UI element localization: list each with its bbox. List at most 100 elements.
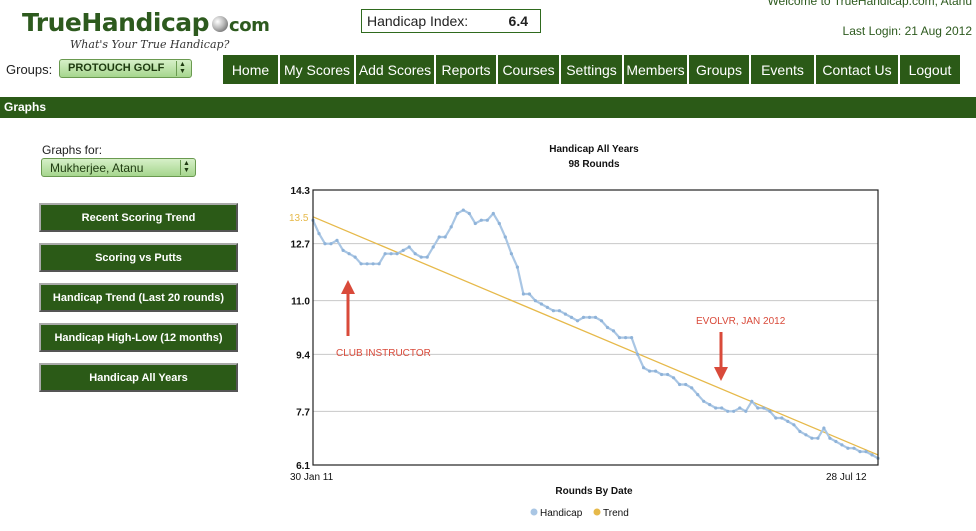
handicap-point	[557, 309, 561, 313]
handicap-point	[395, 252, 399, 256]
groups-label: Groups:	[6, 62, 53, 77]
nav-my-scores[interactable]: My Scores	[280, 55, 354, 84]
nav-home[interactable]: Home	[223, 55, 278, 84]
handicap-point	[714, 406, 718, 410]
handicap-point	[593, 315, 598, 319]
logo-tagline: What's Your True Handicap?	[70, 38, 230, 51]
handicap-chart: Handicap All Years 98 Rounds 14.3 12.7 11.…	[289, 144, 880, 519]
handicap-trend-last20-button[interactable]: Handicap Trend (Last 20 rounds)	[39, 283, 238, 312]
plot-area-frame	[312, 189, 879, 466]
handicap-point	[443, 235, 447, 239]
handicap-point	[473, 221, 477, 226]
section-title-bar: Graphs	[0, 97, 976, 118]
handicap-point	[768, 409, 772, 413]
handicap-point	[846, 446, 850, 450]
handicap-point	[804, 433, 808, 437]
handicap-point	[696, 393, 700, 397]
handicap-point	[329, 242, 333, 246]
handicap-line	[311, 208, 879, 460]
handicap-point	[798, 429, 802, 434]
handicap-point	[858, 450, 862, 454]
handicap-point	[816, 436, 820, 440]
handicap-point	[365, 262, 369, 266]
site-logo[interactable]: TrueHandicap com What's Your True Handica…	[22, 8, 270, 51]
handicap-point	[605, 325, 610, 330]
handicap-point	[371, 262, 375, 266]
chart-subtitle: 98 Rounds	[568, 159, 620, 170]
handicap-point	[533, 299, 537, 303]
handicap-point	[828, 436, 832, 440]
handicap-point	[521, 292, 525, 296]
legend-handicap-swatch	[530, 508, 538, 516]
handicap-point	[503, 235, 507, 239]
handicap-point	[642, 366, 646, 370]
trend-series	[312, 216, 879, 456]
nav-logout[interactable]: Logout	[900, 55, 960, 84]
handicap-point	[419, 255, 423, 259]
handicap-point	[624, 336, 628, 340]
handicap-point	[461, 208, 465, 212]
handicap-point	[870, 453, 874, 457]
nav-settings[interactable]: Settings	[561, 55, 622, 84]
handicap-point	[425, 255, 429, 259]
nav-events[interactable]: Events	[751, 55, 814, 84]
legend-trend-swatch	[593, 508, 601, 516]
y-tick-label: 9.4	[296, 350, 310, 361]
x-axis-label: Rounds By Date	[555, 486, 633, 497]
handicap-point	[720, 406, 724, 410]
handicap-high-low-button[interactable]: Handicap High-Low (12 months)	[39, 323, 238, 352]
handicap-all-years-button[interactable]: Handicap All Years	[39, 363, 238, 392]
handicap-point	[792, 423, 796, 427]
recent-scoring-trend-button[interactable]: Recent Scoring Trend	[39, 203, 238, 232]
chart-title: Handicap All Years	[549, 144, 639, 155]
handicap-point	[437, 235, 441, 239]
handicap-point	[341, 248, 345, 252]
player-select[interactable]: Mukherjee, Atanu ▲ ▼	[41, 158, 196, 177]
nav-contact-us[interactable]: Contact Us	[816, 55, 898, 84]
handicap-point	[810, 436, 814, 440]
y-tick-label: 11.0	[291, 297, 310, 308]
nav-add-scores[interactable]: Add Scores	[356, 55, 434, 84]
handicap-point	[545, 305, 549, 309]
handicap-point	[413, 252, 417, 256]
handicap-point	[491, 211, 495, 216]
handicap-point	[702, 399, 706, 403]
handicap-point	[660, 372, 664, 377]
annotation-text-club-instructor: CLUB INSTRUCTOR	[336, 348, 431, 359]
handicap-point	[666, 372, 670, 377]
nav-courses[interactable]: Courses	[498, 55, 559, 84]
annotation-text-evolvr: EVOLVR, JAN 2012	[696, 316, 786, 327]
scoring-vs-putts-button[interactable]: Scoring vs Putts	[39, 243, 238, 272]
handicap-point	[497, 221, 501, 226]
x-tick-end: 28 Jul 12	[826, 472, 867, 483]
handicap-series	[311, 208, 880, 460]
nav-reports[interactable]: Reports	[436, 55, 496, 84]
handicap-point	[774, 416, 778, 420]
handicap-point	[726, 409, 730, 413]
handicap-point	[617, 336, 622, 340]
handicap-point	[756, 406, 760, 410]
logo-wordmark: TrueHandicap com	[22, 8, 270, 37]
legend-trend-label: Trend	[603, 508, 629, 519]
main-nav: Home My Scores Add Scores Reports Course…	[223, 55, 960, 84]
y-tick-label: 14.3	[291, 186, 311, 197]
chart-grid	[313, 243, 878, 412]
player-selected-value: Mukherjee, Atanu	[50, 161, 144, 175]
handicap-point	[780, 416, 784, 420]
handicap-point	[762, 406, 766, 410]
handicap-point	[611, 329, 616, 333]
handicap-index-box: Handicap Index: 6.4	[361, 9, 541, 33]
handicap-point	[539, 302, 543, 306]
handicap-point	[515, 265, 519, 269]
nav-members[interactable]: Members	[624, 55, 687, 84]
x-tick-start: 30 Jan 11	[290, 472, 334, 483]
handicap-point	[407, 245, 411, 249]
nav-groups[interactable]: Groups	[689, 55, 749, 84]
handicap-point	[353, 255, 357, 259]
handicap-point	[678, 382, 682, 387]
handicap-point	[563, 312, 567, 316]
graphs-for-label: Graphs for:	[42, 143, 103, 157]
groups-select[interactable]: PROTOUCH GOLF ▲ ▼	[59, 59, 192, 78]
handicap-point	[581, 315, 586, 319]
y-tick-label: 12.7	[291, 240, 311, 251]
